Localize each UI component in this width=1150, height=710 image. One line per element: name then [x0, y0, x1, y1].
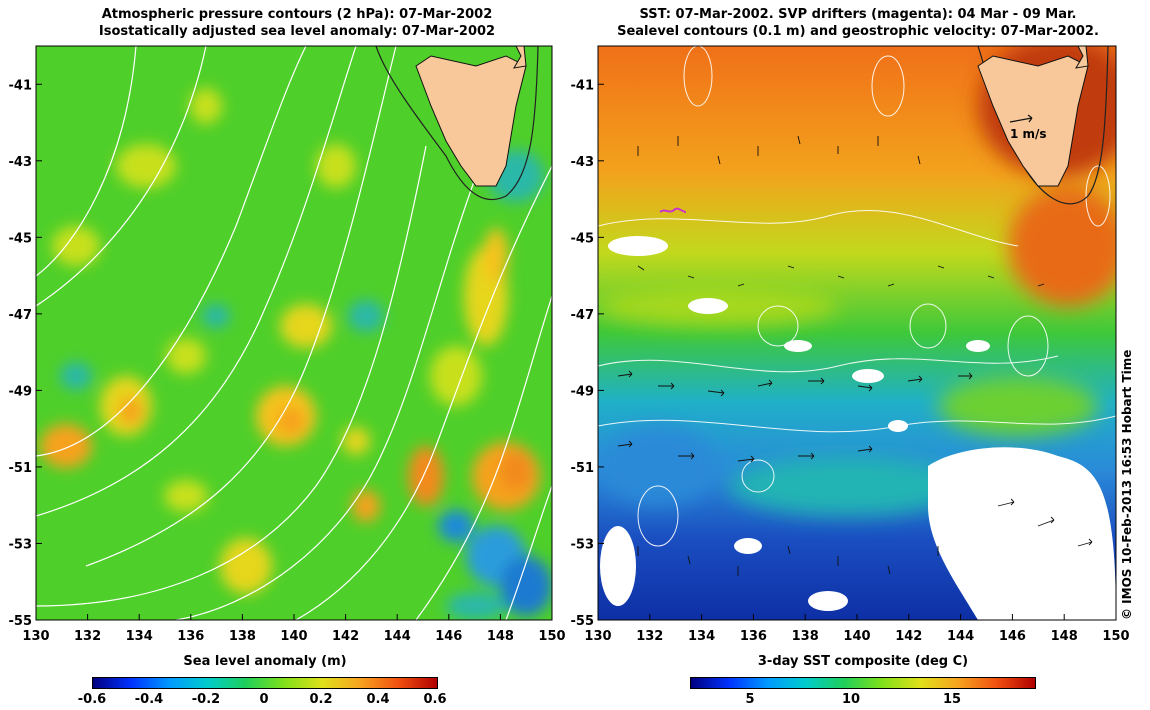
x-tick-label: 142	[895, 629, 922, 644]
x-tick-label: 144	[947, 629, 974, 644]
x-tick-label: 146	[435, 629, 462, 644]
sst-colorbar	[690, 677, 1036, 689]
y-tick-label: -53	[9, 537, 33, 552]
sea-level-anomaly-map[interactable]	[36, 46, 552, 620]
left-map-title: Atmospheric pressure contours (2 hPa): 0…	[36, 6, 558, 40]
sst-tick: 5	[745, 692, 755, 707]
y-tick-label: -55	[571, 614, 595, 629]
sst-tick: 15	[942, 692, 962, 707]
y-tick-label: -51	[9, 461, 33, 476]
y-tick-label: -55	[9, 614, 33, 629]
y-tick-label: -47	[9, 308, 33, 323]
y-tick-label: -45	[571, 231, 595, 246]
y-tick-label: -43	[9, 155, 33, 170]
y-tick-label: -49	[571, 384, 595, 399]
left-title-line1: Atmospheric pressure contours (2 hPa): 0…	[101, 7, 493, 22]
x-tick-label: 132	[74, 629, 101, 644]
sst-map-svg: 1 m/s	[598, 46, 1116, 620]
y-tick-label: -43	[571, 155, 595, 170]
x-tick-label: 144	[384, 629, 411, 644]
x-tick-label: 146	[999, 629, 1026, 644]
sst-map[interactable]: 1 m/s	[598, 46, 1116, 620]
sla-tick: -0.2	[191, 692, 221, 707]
y-tick-label: -41	[9, 78, 33, 93]
sla-colorbar-label: Sea level anomaly (m)	[183, 654, 347, 669]
y-tick-label: -53	[571, 537, 595, 552]
x-tick-label: 130	[22, 629, 49, 644]
velocity-scale-label: 1 m/s	[1010, 127, 1047, 141]
x-tick-label: 134	[688, 629, 715, 644]
right-map-title: SST: 07-Mar-2002. SVP drifters (magenta)…	[598, 6, 1118, 40]
x-tick-label: 136	[177, 629, 204, 644]
x-tick-label: 136	[740, 629, 767, 644]
sla-map-svg	[36, 46, 552, 620]
y-tick-label: -41	[571, 78, 595, 93]
x-tick-label: 142	[332, 629, 359, 644]
x-tick-label: 134	[126, 629, 153, 644]
imos-credit: © IMOS 10-Feb-2013 16:53 Hobart Time	[1120, 349, 1134, 620]
x-tick-label: 138	[792, 629, 819, 644]
sla-tick: 0.2	[309, 692, 333, 707]
sla-tick: 0	[259, 692, 269, 707]
sla-tick: -0.6	[77, 692, 107, 707]
right-title-line1: SST: 07-Mar-2002. SVP drifters (magenta)…	[639, 7, 1077, 22]
y-tick-label: -45	[9, 231, 33, 246]
x-tick-label: 140	[280, 629, 307, 644]
left-title-line2: Isostatically adjusted sea level anomaly…	[98, 24, 496, 39]
x-tick-label: 150	[538, 629, 565, 644]
sla-colorbar	[92, 677, 438, 689]
right-title-line2: Sealevel contours (0.1 m) and geostrophi…	[617, 24, 1099, 39]
x-tick-label: 138	[229, 629, 256, 644]
x-tick-label: 130	[584, 629, 611, 644]
sla-tick: -0.4	[134, 692, 164, 707]
sst-tick: 10	[841, 692, 861, 707]
x-tick-label: 148	[487, 629, 514, 644]
x-tick-label: 140	[843, 629, 870, 644]
sst-colorbar-label: 3-day SST composite (deg C)	[757, 654, 969, 669]
y-tick-label: -47	[571, 308, 595, 323]
x-tick-label: 150	[1102, 629, 1129, 644]
sla-tick: 0.6	[423, 692, 447, 707]
y-tick-label: -51	[571, 461, 595, 476]
sla-tick: 0.4	[366, 692, 390, 707]
y-tick-label: -49	[9, 384, 33, 399]
x-tick-label: 148	[1051, 629, 1078, 644]
x-tick-label: 132	[636, 629, 663, 644]
